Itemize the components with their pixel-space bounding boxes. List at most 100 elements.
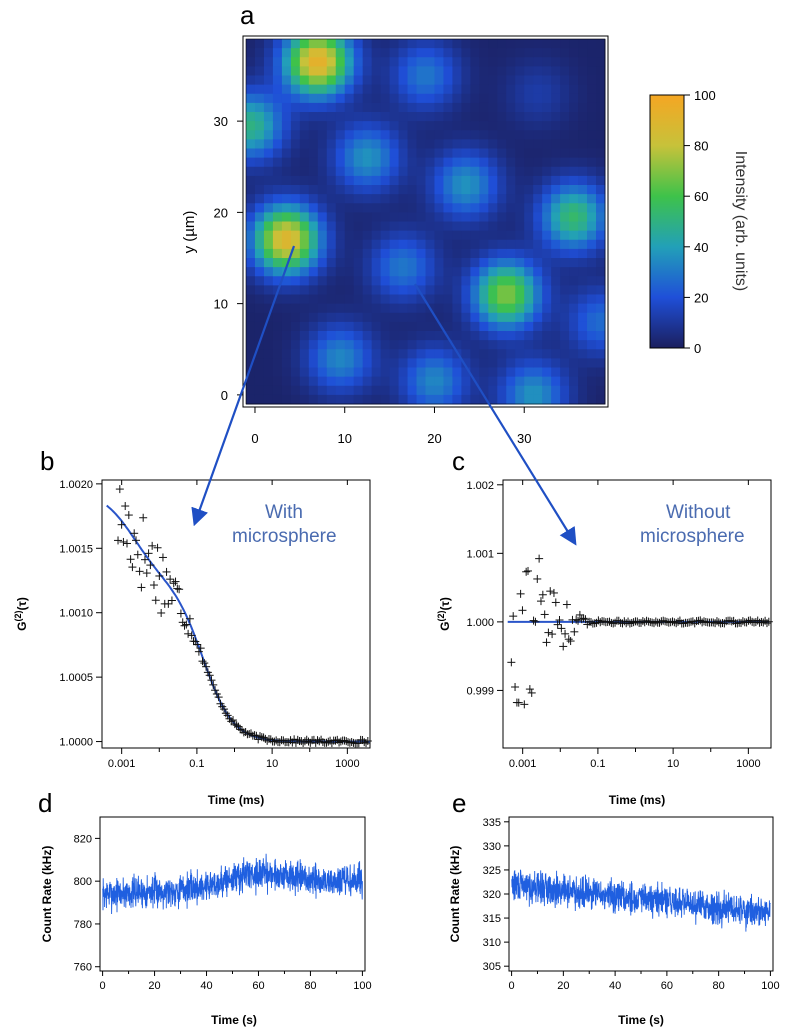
heatmap-cell (326, 367, 337, 378)
heatmap-cell (362, 166, 373, 177)
heatmap-cell (246, 66, 256, 77)
heatmap-cell (380, 248, 391, 259)
heatmap-cell (506, 175, 516, 186)
heatmap-cell (479, 84, 489, 95)
heatmap-cell (452, 294, 462, 305)
heatmap-cell (551, 166, 561, 177)
heatmap-cell (452, 331, 462, 341)
heatmap-cell (569, 394, 579, 405)
heatmap-cell (542, 367, 552, 378)
heatmap-cell (542, 75, 552, 86)
heatmap-cell (290, 66, 301, 77)
heatmap-cell (281, 285, 292, 296)
heatmap-cell (254, 331, 265, 341)
heatmap-cell (272, 239, 283, 250)
heatmap-cell (452, 248, 462, 259)
heatmap-cell (524, 358, 534, 369)
heatmap-cell (587, 139, 597, 150)
heatmap-cell (470, 385, 480, 396)
heatmap-cell (317, 285, 328, 296)
heatmap-cell (317, 121, 328, 131)
heatmap-cell (263, 57, 274, 67)
heatmap-cell (506, 294, 516, 305)
heatmap-cell (263, 394, 274, 405)
heatmap-cell (533, 166, 543, 177)
heatmap-cell (398, 175, 409, 186)
heatmap-cell (416, 349, 426, 359)
heatmap-cell (407, 340, 418, 350)
heatmap-cell (470, 303, 480, 314)
heatmap-cell (290, 194, 301, 204)
heatmap-cell (407, 194, 418, 204)
heatmap-cell (506, 340, 516, 350)
heatmap-cell (308, 121, 319, 131)
heatmap-cell (542, 175, 552, 186)
heatmap-cell (497, 194, 507, 204)
heatmap-cell (524, 230, 534, 241)
heatmap-cell (569, 148, 579, 159)
heatmap-cell (263, 385, 274, 396)
heatmap-cell (587, 93, 597, 104)
heatmap-cell (272, 367, 283, 378)
heatmap-cell (380, 66, 391, 77)
heatmap-cell (542, 248, 552, 259)
heatmap-cell (263, 303, 274, 314)
heatmap-cell (515, 121, 525, 131)
heatmap-cell (416, 139, 426, 150)
heatmap-cell (488, 166, 498, 177)
heatmap-cell (452, 148, 462, 159)
heatmap-cell (299, 121, 310, 131)
heatmap-cell (488, 285, 498, 296)
heatmap-cell (497, 267, 507, 277)
heatmap-cell (362, 340, 373, 350)
heatmap-cell (326, 276, 337, 286)
heatmap-cell (569, 312, 579, 323)
heatmap-cell (452, 239, 462, 250)
heatmap-cell (596, 294, 606, 305)
heatmap-cell (246, 121, 256, 131)
heatmap-cell (524, 221, 534, 232)
heatmap-cell (470, 84, 480, 95)
heatmap-cell (506, 194, 516, 204)
heatmap-cell (335, 48, 346, 58)
y-tick-label: 1.0005 (59, 672, 93, 684)
heatmap-cell (515, 39, 525, 49)
heatmap-cell (434, 130, 444, 140)
heatmap-cell (254, 258, 265, 268)
heatmap-cell (263, 285, 274, 296)
heatmap-cell (587, 239, 597, 250)
heatmap-cell (281, 267, 292, 277)
heatmap-cell (389, 340, 400, 350)
heatmap-cell (542, 121, 552, 131)
heatmap-cell (371, 112, 382, 122)
heatmap-cell (425, 66, 435, 77)
heatmap-cell (569, 294, 579, 305)
heatmap-cell (596, 230, 606, 241)
heatmap-cell (533, 203, 543, 213)
heatmap-cell (308, 194, 319, 204)
heatmap-cell (263, 239, 274, 250)
heatmap-cell (290, 340, 301, 350)
heatmap-cell (524, 376, 534, 387)
heatmap-cell (479, 130, 489, 140)
heatmap-cell (308, 248, 319, 259)
heatmap-cell (560, 276, 570, 286)
heatmap-cell (281, 130, 292, 140)
heatmap-cell (488, 185, 498, 195)
heatmap-cell (569, 39, 579, 49)
heatmap-cell (587, 358, 597, 369)
heatmap-cell (335, 121, 346, 131)
heatmap-cell (281, 139, 292, 150)
heatmap-cell (246, 331, 256, 341)
heatmap-cell (596, 385, 606, 396)
heatmap-cell (470, 157, 480, 168)
heatmap-cell (389, 376, 400, 387)
heatmap-cell (461, 102, 471, 113)
heatmap-cell (443, 148, 453, 159)
heatmap-cell (551, 312, 561, 323)
heatmap-cell (533, 321, 543, 332)
heatmap-cell (434, 57, 444, 67)
heatmap-cell (533, 212, 543, 223)
heatmap-cell (398, 385, 409, 396)
heatmap-cell (263, 84, 274, 95)
